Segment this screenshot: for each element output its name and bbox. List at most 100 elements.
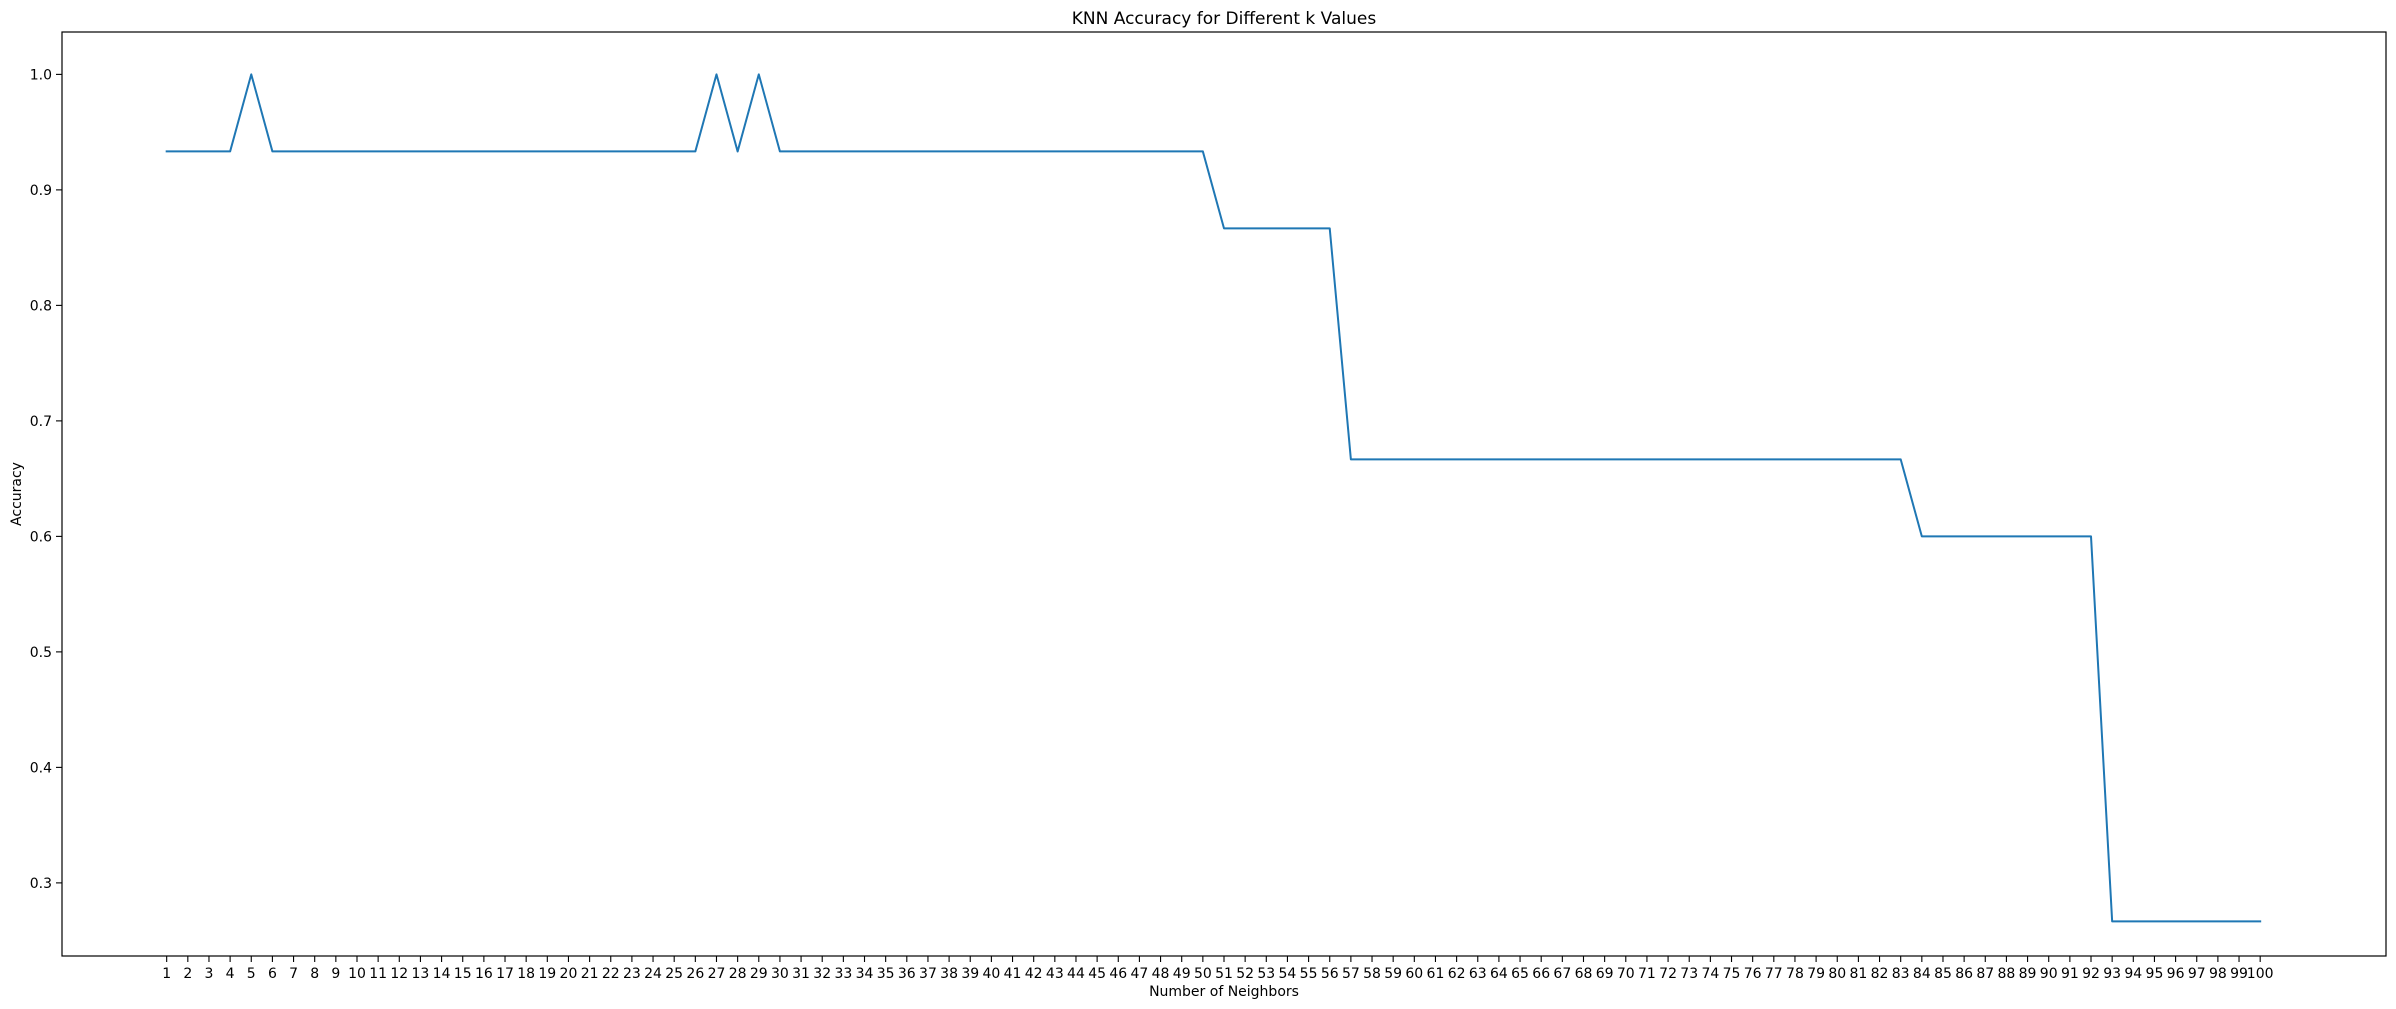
x-tick-label: 30 [771, 966, 789, 982]
x-tick-label: 85 [1934, 966, 1952, 982]
x-tick-label: 3 [205, 966, 214, 982]
x-tick-label: 62 [1448, 966, 1466, 982]
x-tick-label: 95 [2146, 966, 2164, 982]
x-tick-label: 98 [2209, 966, 2227, 982]
x-tick-label: 56 [1321, 966, 1339, 982]
y-axis: 0.3 0.4 0.5 0.6 0.7 0.8 0.9 1.0 [30, 67, 62, 892]
x-tick-label: 55 [1300, 966, 1318, 982]
x-tick-label: 38 [940, 966, 958, 982]
accuracy-series-line [165, 73, 2262, 923]
x-tick-label: 71 [1638, 966, 1656, 982]
y-tick-label: 0.9 [30, 183, 52, 199]
x-tick-label: 65 [1511, 966, 1529, 982]
x-tick-label: 86 [1955, 966, 1973, 982]
x-tick-label: 82 [1871, 966, 1889, 982]
y-tick-label: 0.5 [30, 645, 52, 661]
x-tick-label: 75 [1723, 966, 1741, 982]
x-tick-label: 14 [433, 966, 451, 982]
x-tick-label: 90 [2040, 966, 2058, 982]
x-tick-label: 57 [1342, 966, 1360, 982]
x-tick-label: 81 [1849, 966, 1867, 982]
x-tick-label: 54 [1279, 966, 1297, 982]
x-tick-label: 2 [183, 966, 192, 982]
x-tick-label: 9 [331, 966, 340, 982]
x-tick-label: 49 [1173, 966, 1191, 982]
x-tick-label: 50 [1194, 966, 1212, 982]
x-tick-label: 73 [1680, 966, 1698, 982]
x-tick-label: 8 [310, 966, 319, 982]
x-tick-label: 48 [1152, 966, 1170, 982]
x-tick-label: 27 [708, 966, 726, 982]
x-tick-label: 77 [1765, 966, 1783, 982]
x-tick-label: 13 [412, 966, 430, 982]
x-tick-label: 99 [2230, 966, 2248, 982]
x-tick-label: 10 [348, 966, 366, 982]
x-tick-label: 29 [750, 966, 768, 982]
x-tick-label: 41 [1004, 966, 1022, 982]
x-tick-label: 15 [454, 966, 472, 982]
x-tick-label: 7 [289, 966, 298, 982]
x-tick-label: 70 [1617, 966, 1635, 982]
x-tick-label: 88 [1998, 966, 2016, 982]
x-tick-label: 53 [1257, 966, 1275, 982]
x-tick-label: 28 [729, 966, 747, 982]
x-tick-label: 21 [581, 966, 599, 982]
x-tick-label: 96 [2167, 966, 2185, 982]
x-tick-label: 42 [1025, 966, 1043, 982]
x-tick-label: 87 [1976, 966, 1994, 982]
y-tick-label: 0.8 [30, 298, 52, 314]
x-tick-label: 100 [2247, 966, 2274, 982]
x-tick-label: 72 [1659, 966, 1677, 982]
x-tick-label: 74 [1701, 966, 1719, 982]
x-tick-label: 52 [1236, 966, 1254, 982]
x-tick-label: 24 [644, 966, 662, 982]
x-tick-label: 47 [1131, 966, 1149, 982]
y-tick-label: 0.3 [30, 876, 52, 892]
x-axis: 1 2 3 4 5 6 7 8 9 10 11 12 13 14 15 16 17 18 19 20 21 22 23 24 2… [162, 956, 2274, 982]
y-tick-label: 0.7 [30, 414, 52, 430]
x-tick-label: 18 [517, 966, 535, 982]
x-tick-label: 37 [919, 966, 937, 982]
x-tick-label: 83 [1892, 966, 1910, 982]
x-tick-label: 5 [247, 966, 256, 982]
y-tick-label: 1.0 [30, 67, 52, 83]
x-tick-label: 59 [1384, 966, 1402, 982]
x-tick-label: 45 [1088, 966, 1106, 982]
x-tick-label: 35 [877, 966, 895, 982]
x-tick-label: 89 [2019, 966, 2037, 982]
x-tick-label: 23 [623, 966, 641, 982]
x-tick-label: 78 [1786, 966, 1804, 982]
x-tick-label: 94 [2124, 966, 2142, 982]
x-tick-label: 46 [1109, 966, 1127, 982]
x-tick-label: 34 [856, 966, 874, 982]
series-layer [165, 73, 2262, 923]
x-tick-label: 79 [1807, 966, 1825, 982]
x-tick-label: 68 [1575, 966, 1593, 982]
x-tick-label: 25 [665, 966, 683, 982]
x-tick-label: 69 [1596, 966, 1614, 982]
x-tick-label: 66 [1532, 966, 1550, 982]
x-tick-label: 31 [792, 966, 810, 982]
x-tick-label: 44 [1067, 966, 1085, 982]
x-tick-label: 1 [162, 966, 171, 982]
x-tick-label: 43 [1046, 966, 1064, 982]
x-tick-label: 63 [1469, 966, 1487, 982]
x-tick-label: 64 [1490, 966, 1508, 982]
x-tick-label: 4 [226, 966, 235, 982]
x-tick-label: 61 [1427, 966, 1445, 982]
x-tick-label: 51 [1215, 966, 1233, 982]
x-tick-label: 11 [369, 966, 387, 982]
x-tick-label: 17 [496, 966, 514, 982]
x-tick-label: 91 [2061, 966, 2079, 982]
x-tick-label: 84 [1913, 966, 1931, 982]
x-tick-label: 40 [982, 966, 1000, 982]
x-tick-label: 39 [961, 966, 979, 982]
chart-title: KNN Accuracy for Different k Values [1072, 9, 1377, 29]
x-tick-label: 12 [390, 966, 408, 982]
x-tick-label: 60 [1405, 966, 1423, 982]
x-axis-label: Number of Neighbors [1149, 984, 1299, 1000]
x-tick-label: 97 [2188, 966, 2206, 982]
